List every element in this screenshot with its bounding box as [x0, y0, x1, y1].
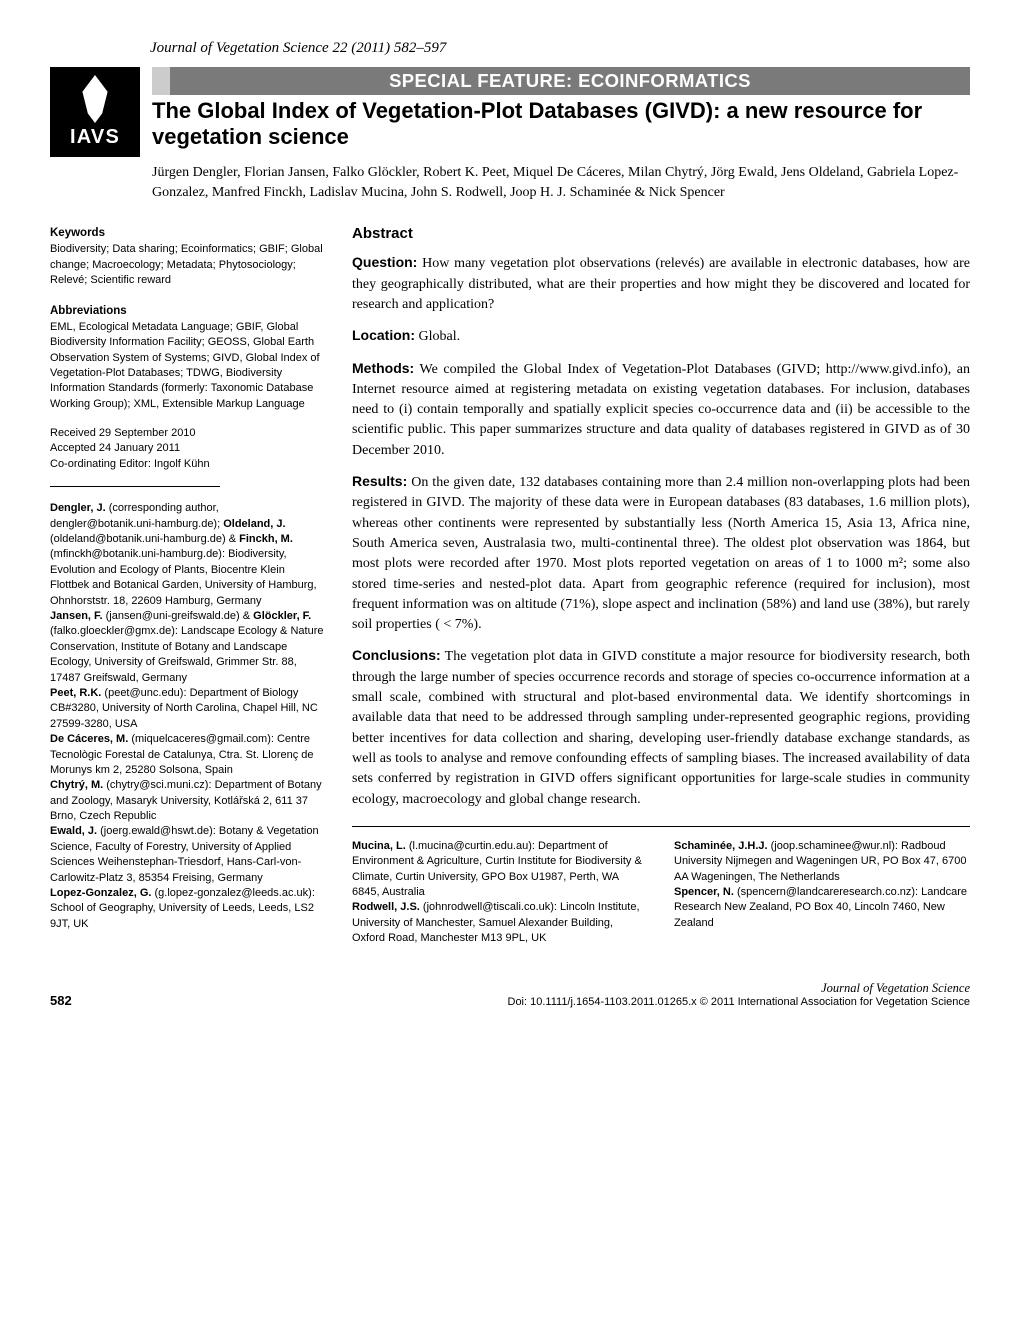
affil-text: (oldeland@botanik.uni-hamburg.de) &	[50, 533, 239, 545]
question-label: Question:	[352, 254, 417, 270]
abstract-divider	[352, 826, 970, 827]
affil-text: (mfinckh@botanik.uni-hamburg.de): Biodiv…	[50, 548, 317, 606]
affil-text: (jansen@uni-greifswald.de) &	[103, 610, 254, 622]
bottom-affil-col1: Mucina, L. (l.mucina@curtin.edu.au): Dep…	[352, 839, 648, 947]
affil-name: Mucina, L.	[352, 840, 406, 852]
abstract-column: Abstract Question: How many vegetation p…	[352, 225, 970, 946]
conclusions-label: Conclusions:	[352, 647, 441, 663]
page-number: 582	[50, 993, 72, 1008]
conclusions-text: The vegetation plot data in GIVD constit…	[352, 649, 970, 806]
article-title: The Global Index of Vegetation-Plot Data…	[152, 98, 970, 151]
affil-name: Glöckler, F.	[253, 610, 311, 622]
editor-line: Co-ordinating Editor: Ingolf Kühn	[50, 457, 326, 472]
special-feature-banner: SPECIAL FEATURE: ECOINFORMATICS	[152, 67, 970, 95]
location-text: Global.	[415, 329, 460, 344]
logo-contents: IAVS	[70, 75, 120, 149]
results-text: On the given date, 132 databases contain…	[352, 475, 970, 632]
affil-name: Peet, R.K.	[50, 687, 101, 699]
question-text: How many vegetation plot observations (r…	[352, 256, 970, 312]
affil-name: Spencer, N.	[674, 886, 734, 898]
abstract-results: Results: On the given date, 132 database…	[352, 471, 970, 635]
footer-doi: Doi: 10.1111/j.1654-1103.2011.01265.x © …	[508, 996, 971, 1008]
sidebar: Keywords Biodiversity; Data sharing; Eco…	[50, 225, 326, 946]
author-list: Jürgen Dengler, Florian Jansen, Falko Gl…	[152, 163, 970, 204]
affiliations: Dengler, J. (corresponding author, dengl…	[50, 501, 326, 932]
dates-block: Received 29 September 2010 Accepted 24 J…	[50, 426, 326, 472]
affil-name: Oldeland, J.	[223, 518, 285, 530]
page-footer: 582 Journal of Vegetation Science Doi: 1…	[50, 981, 970, 1008]
affil-name: Rodwell, J.S.	[352, 901, 420, 913]
iavs-logo: IAVS	[50, 67, 140, 157]
abbreviations-head: Abbreviations	[50, 303, 326, 319]
affil-name: Lopez-Gonzalez, G.	[50, 887, 151, 899]
bottom-affiliations: Mucina, L. (l.mucina@curtin.edu.au): Dep…	[352, 839, 970, 947]
header-row: IAVS SPECIAL FEATURE: ECOINFORMATICS The…	[50, 67, 970, 203]
logo-text: IAVS	[70, 126, 120, 149]
bottom-affil-col2: Schaminée, J.H.J. (joop.schaminee@wur.nl…	[674, 839, 970, 947]
leaf-icon	[77, 75, 113, 123]
affil-name: De Cáceres, M.	[50, 733, 128, 745]
affil-text: (falko.gloeckler@gmx.de): Landscape Ecol…	[50, 625, 323, 683]
abstract-head: Abstract	[352, 225, 970, 242]
affil-name: Jansen, F.	[50, 610, 103, 622]
journal-header: Journal of Vegetation Science 22 (2011) …	[50, 40, 970, 57]
abstract-conclusions: Conclusions: The vegetation plot data in…	[352, 645, 970, 809]
footer-right: Journal of Vegetation Science Doi: 10.11…	[508, 981, 971, 1008]
keywords-head: Keywords	[50, 225, 326, 241]
keywords-text: Biodiversity; Data sharing; Ecoinformati…	[50, 242, 326, 288]
affil-name: Ewald, J.	[50, 825, 97, 837]
main-columns: Keywords Biodiversity; Data sharing; Eco…	[50, 225, 970, 946]
abbreviations-text: EML, Ecological Metadata Language; GBIF,…	[50, 320, 326, 412]
title-block: SPECIAL FEATURE: ECOINFORMATICS The Glob…	[152, 67, 970, 203]
abstract-question: Question: How many vegetation plot obser…	[352, 252, 970, 315]
received-date: Received 29 September 2010	[50, 426, 326, 441]
affil-name: Dengler, J.	[50, 502, 106, 514]
footer-journal: Journal of Vegetation Science	[508, 981, 971, 996]
abstract-methods: Methods: We compiled the Global Index of…	[352, 358, 970, 461]
affil-name: Finckh, M.	[239, 533, 293, 545]
location-label: Location:	[352, 327, 415, 343]
sidebar-divider	[50, 486, 220, 487]
affil-name: Chytrý, M.	[50, 779, 103, 791]
journal-line: Journal of Vegetation Science 22 (2011) …	[150, 40, 446, 56]
methods-text: We compiled the Global Index of Vegetati…	[352, 362, 970, 458]
abstract-location: Location: Global.	[352, 325, 970, 347]
affil-name: Schaminée, J.H.J.	[674, 840, 768, 852]
results-label: Results:	[352, 473, 407, 489]
accepted-date: Accepted 24 January 2011	[50, 441, 326, 456]
methods-label: Methods:	[352, 360, 414, 376]
